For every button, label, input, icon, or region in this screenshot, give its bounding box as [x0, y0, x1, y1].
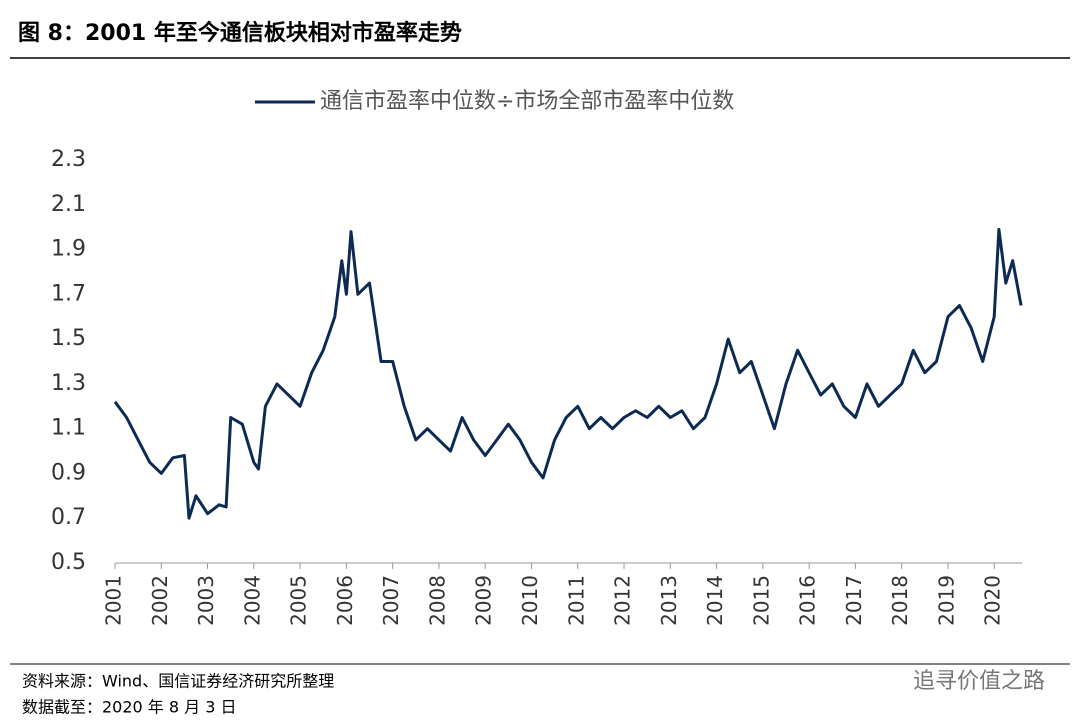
- x-tick-label: 2011: [564, 575, 588, 626]
- y-tick-label: 1.9: [51, 237, 86, 262]
- y-tick-label: 1.7: [51, 281, 86, 306]
- y-tick-label: 1.5: [51, 326, 86, 351]
- watermark: 追寻价值之路: [913, 669, 1045, 694]
- x-tick-label: 2020: [981, 575, 1005, 626]
- x-tick-label: 2018: [888, 575, 912, 626]
- x-tick-label: 2002: [148, 575, 172, 626]
- x-tick-label: 2012: [611, 575, 635, 626]
- y-tick-label: 0.5: [51, 550, 86, 575]
- legend-label: 通信市盈率中位数÷市场全部市盈率中位数: [320, 89, 734, 114]
- x-tick-label: 2017: [842, 575, 866, 626]
- x-tick-label: 2009: [472, 575, 496, 626]
- y-tick-label: 0.7: [51, 505, 86, 530]
- x-tick-label: 2016: [796, 575, 820, 626]
- x-tick-label: 2019: [934, 575, 958, 626]
- x-tick-label: 2014: [703, 575, 727, 626]
- x-tick-label: 2007: [379, 575, 403, 626]
- x-tick-label: 2013: [657, 575, 681, 626]
- y-tick-label: 1.1: [51, 416, 86, 441]
- x-tick-label: 2004: [240, 575, 264, 626]
- x-tick-label: 2001: [102, 575, 126, 626]
- x-tick-label: 2003: [194, 575, 218, 626]
- y-tick-label: 1.3: [51, 371, 86, 396]
- y-tick-label: 2.3: [51, 147, 86, 172]
- date-note: 数据截至：2020 年 8 月 3 日: [22, 698, 237, 717]
- y-tick-label: 0.9: [51, 460, 86, 485]
- x-tick-label: 2010: [518, 575, 542, 626]
- x-tick-label: 2005: [287, 575, 311, 626]
- chart-title: 图 8：2001 年至今通信板块相对市盈率走势: [18, 20, 462, 46]
- x-tick-label: 2015: [749, 575, 773, 626]
- source-note: 资料来源：Wind、国信证券经济研究所整理: [22, 672, 334, 691]
- x-tick-label: 2006: [333, 575, 357, 626]
- data-line: [113, 227, 1023, 520]
- x-tick-label: 2008: [425, 575, 449, 626]
- y-tick-label: 2.1: [51, 192, 86, 217]
